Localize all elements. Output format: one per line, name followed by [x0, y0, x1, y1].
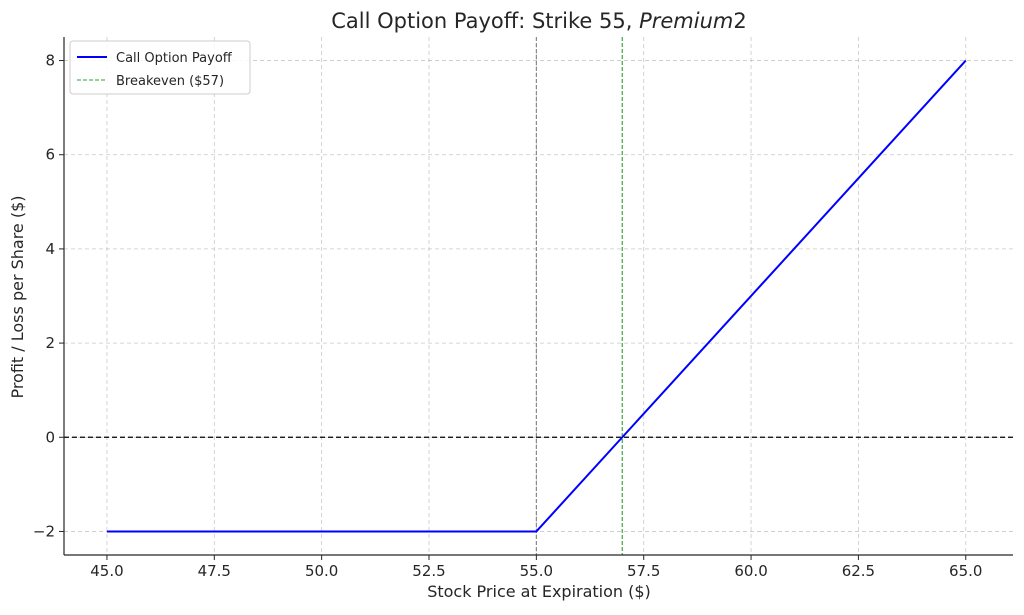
- axes: [59, 37, 1013, 560]
- x-tick-label: 65.0: [949, 562, 982, 580]
- legend: Call Option Payoff Breakeven ($57): [69, 40, 251, 95]
- series: [106, 59, 967, 533]
- legend-box: [69, 40, 251, 95]
- reference-lines: [64, 37, 1013, 555]
- grid: [64, 37, 1013, 555]
- x-tick-label: 50.0: [305, 562, 338, 580]
- x-tick-label: 47.5: [198, 562, 231, 580]
- x-axis-label: Stock Price at Expiration ($): [427, 582, 651, 601]
- title-italic: Premium: [639, 9, 733, 33]
- y-tick-label: −2: [33, 522, 55, 540]
- x-tick-label: 52.5: [412, 562, 445, 580]
- y-tick-label: 0: [45, 428, 55, 446]
- legend-label-call-payoff: Call Option Payoff: [116, 51, 233, 66]
- title-suffix: 2: [733, 9, 746, 33]
- y-axis-label: Profit / Loss per Share ($): [8, 195, 27, 398]
- chart-title: Call Option Payoff: Strike 55, Premium2: [331, 9, 747, 33]
- x-tick-label: 55.0: [520, 562, 553, 580]
- series-line-call-payoff: [106, 59, 967, 533]
- x-tick-label: 60.0: [734, 562, 767, 580]
- x-tick-label: 45.0: [90, 562, 123, 580]
- y-tick-label: 8: [45, 52, 55, 70]
- title-main: Call Option Payoff: Strike 55,: [331, 9, 639, 33]
- y-tick-label: 6: [45, 146, 55, 164]
- tick-labels: 45.0 47.5 50.0 52.5 55.0 57.5 60.0 62.5 65.0 −2 0 2…: [33, 52, 983, 580]
- y-tick-label: 4: [45, 240, 55, 258]
- legend-label-breakeven: Breakeven ($57): [116, 74, 224, 89]
- x-tick-label: 57.5: [627, 562, 660, 580]
- y-tick-label: 2: [45, 334, 55, 352]
- x-tick-label: 62.5: [842, 562, 875, 580]
